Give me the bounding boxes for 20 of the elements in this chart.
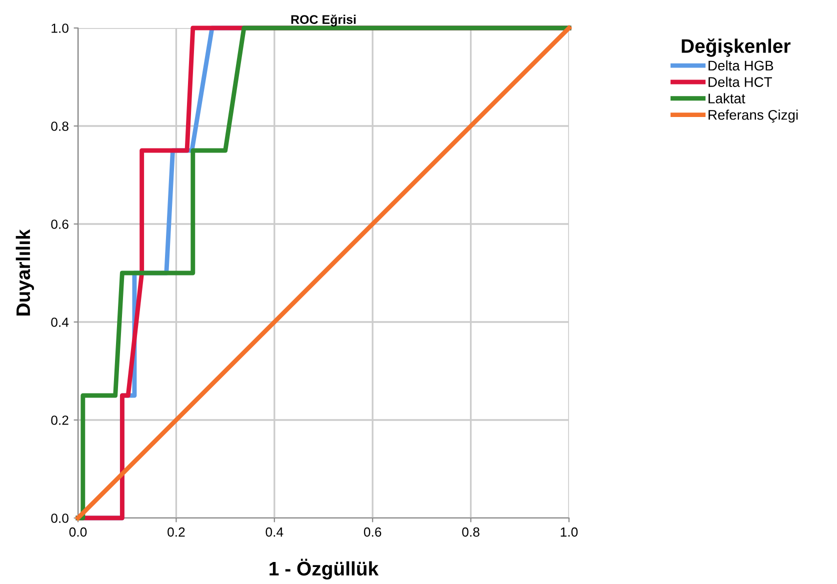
- x-tick-label: 0.2: [168, 527, 185, 537]
- chart-title: ROC Eğrisi: [291, 14, 356, 26]
- x-tick-label: 0.6: [364, 527, 382, 537]
- y-tick-label: 0.2: [51, 416, 68, 425]
- legend-title: Değişkenler: [682, 38, 790, 57]
- y-tick-label: 0.0: [51, 514, 68, 523]
- legend-label: Laktat: [708, 93, 746, 104]
- legend-label: Delta HCT: [708, 76, 772, 87]
- y-tick-label: 0.8: [51, 122, 68, 131]
- x-tick-label: 1.0: [560, 527, 578, 537]
- x-tick-label: 0.8: [462, 527, 480, 537]
- x-tick-label: 0.4: [266, 527, 284, 537]
- y-tick-label: 0.4: [51, 318, 69, 327]
- legend-label: Delta HGB: [708, 60, 774, 71]
- x-axis-title: 1 - Özgüllük: [270, 558, 379, 580]
- x-tick-label: 0.0: [69, 527, 87, 537]
- legend-label: Referans Çizgi: [708, 110, 798, 123]
- y-axis-title: Duyarlılık: [16, 229, 34, 316]
- y-tick-label: 1.0: [52, 24, 68, 33]
- y-tick-label: 0.6: [51, 220, 68, 229]
